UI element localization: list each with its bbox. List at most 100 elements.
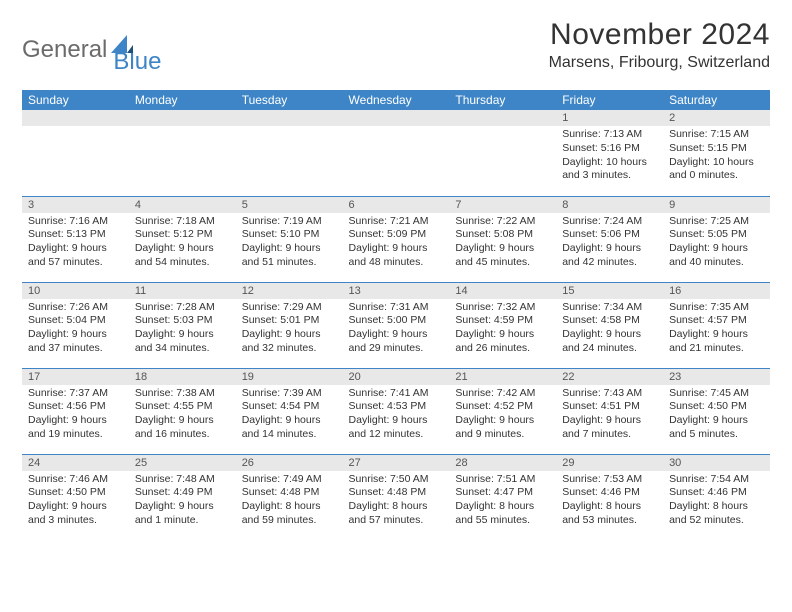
day-details: Sunrise: 7:28 AMSunset: 5:03 PMDaylight:… <box>129 299 236 362</box>
calendar-cell <box>236 110 343 196</box>
sunrise-text: Sunrise: 7:46 AM <box>28 473 123 487</box>
day-number: 1 <box>556 110 663 126</box>
daylight-text: Daylight: 9 hours and 19 minutes. <box>28 414 123 441</box>
day-details: Sunrise: 7:19 AMSunset: 5:10 PMDaylight:… <box>236 213 343 276</box>
daylight-text: Daylight: 9 hours and 45 minutes. <box>455 242 550 269</box>
daylight-text: Daylight: 9 hours and 48 minutes. <box>349 242 444 269</box>
day-number: 23 <box>663 369 770 385</box>
sunset-text: Sunset: 4:47 PM <box>455 486 550 500</box>
day-number: 22 <box>556 369 663 385</box>
logo-text-general: General <box>22 36 107 64</box>
day-details: Sunrise: 7:42 AMSunset: 4:52 PMDaylight:… <box>449 385 556 448</box>
sunrise-text: Sunrise: 7:32 AM <box>455 301 550 315</box>
sunset-text: Sunset: 5:13 PM <box>28 228 123 242</box>
sunrise-text: Sunrise: 7:25 AM <box>669 215 764 229</box>
day-number: 19 <box>236 369 343 385</box>
sunset-text: Sunset: 5:04 PM <box>28 314 123 328</box>
calendar-cell: 26Sunrise: 7:49 AMSunset: 4:48 PMDayligh… <box>236 454 343 540</box>
page-header: General Blue November 2024 Marsens, Frib… <box>22 18 770 76</box>
day-number: 4 <box>129 197 236 213</box>
day-header: Sunday <box>22 90 129 110</box>
calendar-cell: 8Sunrise: 7:24 AMSunset: 5:06 PMDaylight… <box>556 196 663 282</box>
calendar-cell <box>343 110 450 196</box>
sunset-text: Sunset: 4:50 PM <box>28 486 123 500</box>
day-details: Sunrise: 7:21 AMSunset: 5:09 PMDaylight:… <box>343 213 450 276</box>
sunset-text: Sunset: 5:08 PM <box>455 228 550 242</box>
calendar-cell: 27Sunrise: 7:50 AMSunset: 4:48 PMDayligh… <box>343 454 450 540</box>
daylight-text: Daylight: 9 hours and 12 minutes. <box>349 414 444 441</box>
sunset-text: Sunset: 4:50 PM <box>669 400 764 414</box>
day-number: 27 <box>343 455 450 471</box>
day-number: 11 <box>129 283 236 299</box>
day-details: Sunrise: 7:50 AMSunset: 4:48 PMDaylight:… <box>343 471 450 534</box>
sunrise-text: Sunrise: 7:53 AM <box>562 473 657 487</box>
day-details: Sunrise: 7:48 AMSunset: 4:49 PMDaylight:… <box>129 471 236 534</box>
day-number-empty <box>129 110 236 126</box>
day-number: 8 <box>556 197 663 213</box>
sunset-text: Sunset: 4:58 PM <box>562 314 657 328</box>
sunrise-text: Sunrise: 7:16 AM <box>28 215 123 229</box>
day-details: Sunrise: 7:13 AMSunset: 5:16 PMDaylight:… <box>556 126 663 189</box>
sunrise-text: Sunrise: 7:43 AM <box>562 387 657 401</box>
sunset-text: Sunset: 4:48 PM <box>242 486 337 500</box>
calendar-cell <box>449 110 556 196</box>
sunrise-text: Sunrise: 7:19 AM <box>242 215 337 229</box>
day-number-empty <box>343 110 450 126</box>
calendar-cell: 29Sunrise: 7:53 AMSunset: 4:46 PMDayligh… <box>556 454 663 540</box>
day-number: 25 <box>129 455 236 471</box>
calendar-cell: 22Sunrise: 7:43 AMSunset: 4:51 PMDayligh… <box>556 368 663 454</box>
calendar-cell: 20Sunrise: 7:41 AMSunset: 4:53 PMDayligh… <box>343 368 450 454</box>
location-text: Marsens, Fribourg, Switzerland <box>549 54 770 72</box>
day-details: Sunrise: 7:38 AMSunset: 4:55 PMDaylight:… <box>129 385 236 448</box>
day-details: Sunrise: 7:24 AMSunset: 5:06 PMDaylight:… <box>556 213 663 276</box>
daylight-text: Daylight: 9 hours and 21 minutes. <box>669 328 764 355</box>
sunset-text: Sunset: 4:54 PM <box>242 400 337 414</box>
sunset-text: Sunset: 4:49 PM <box>135 486 230 500</box>
day-details: Sunrise: 7:37 AMSunset: 4:56 PMDaylight:… <box>22 385 129 448</box>
sunrise-text: Sunrise: 7:49 AM <box>242 473 337 487</box>
daylight-text: Daylight: 9 hours and 51 minutes. <box>242 242 337 269</box>
daylight-text: Daylight: 9 hours and 14 minutes. <box>242 414 337 441</box>
day-details: Sunrise: 7:51 AMSunset: 4:47 PMDaylight:… <box>449 471 556 534</box>
sunset-text: Sunset: 5:05 PM <box>669 228 764 242</box>
day-details: Sunrise: 7:46 AMSunset: 4:50 PMDaylight:… <box>22 471 129 534</box>
day-details: Sunrise: 7:41 AMSunset: 4:53 PMDaylight:… <box>343 385 450 448</box>
sunrise-text: Sunrise: 7:28 AM <box>135 301 230 315</box>
day-details: Sunrise: 7:18 AMSunset: 5:12 PMDaylight:… <box>129 213 236 276</box>
sunrise-text: Sunrise: 7:51 AM <box>455 473 550 487</box>
daylight-text: Daylight: 9 hours and 7 minutes. <box>562 414 657 441</box>
sunrise-text: Sunrise: 7:41 AM <box>349 387 444 401</box>
day-number: 21 <box>449 369 556 385</box>
day-number: 5 <box>236 197 343 213</box>
sunset-text: Sunset: 5:01 PM <box>242 314 337 328</box>
day-details: Sunrise: 7:49 AMSunset: 4:48 PMDaylight:… <box>236 471 343 534</box>
sunrise-text: Sunrise: 7:37 AM <box>28 387 123 401</box>
calendar-cell: 14Sunrise: 7:32 AMSunset: 4:59 PMDayligh… <box>449 282 556 368</box>
daylight-text: Daylight: 8 hours and 55 minutes. <box>455 500 550 527</box>
day-details: Sunrise: 7:25 AMSunset: 5:05 PMDaylight:… <box>663 213 770 276</box>
sunrise-text: Sunrise: 7:31 AM <box>349 301 444 315</box>
month-title: November 2024 <box>549 18 770 52</box>
day-number: 9 <box>663 197 770 213</box>
day-details: Sunrise: 7:35 AMSunset: 4:57 PMDaylight:… <box>663 299 770 362</box>
daylight-text: Daylight: 9 hours and 24 minutes. <box>562 328 657 355</box>
day-number: 30 <box>663 455 770 471</box>
calendar-cell: 3Sunrise: 7:16 AMSunset: 5:13 PMDaylight… <box>22 196 129 282</box>
calendar-cell: 12Sunrise: 7:29 AMSunset: 5:01 PMDayligh… <box>236 282 343 368</box>
sunrise-text: Sunrise: 7:35 AM <box>669 301 764 315</box>
daylight-text: Daylight: 9 hours and 57 minutes. <box>28 242 123 269</box>
calendar-week: 10Sunrise: 7:26 AMSunset: 5:04 PMDayligh… <box>22 282 770 368</box>
sunset-text: Sunset: 4:48 PM <box>349 486 444 500</box>
daylight-text: Daylight: 9 hours and 3 minutes. <box>28 500 123 527</box>
day-number: 18 <box>129 369 236 385</box>
day-number: 20 <box>343 369 450 385</box>
daylight-text: Daylight: 9 hours and 34 minutes. <box>135 328 230 355</box>
sunrise-text: Sunrise: 7:15 AM <box>669 128 764 142</box>
calendar-week: 24Sunrise: 7:46 AMSunset: 4:50 PMDayligh… <box>22 454 770 540</box>
calendar-cell: 30Sunrise: 7:54 AMSunset: 4:46 PMDayligh… <box>663 454 770 540</box>
sunset-text: Sunset: 4:53 PM <box>349 400 444 414</box>
calendar-cell: 5Sunrise: 7:19 AMSunset: 5:10 PMDaylight… <box>236 196 343 282</box>
sunset-text: Sunset: 4:56 PM <box>28 400 123 414</box>
sunrise-text: Sunrise: 7:50 AM <box>349 473 444 487</box>
sunrise-text: Sunrise: 7:34 AM <box>562 301 657 315</box>
